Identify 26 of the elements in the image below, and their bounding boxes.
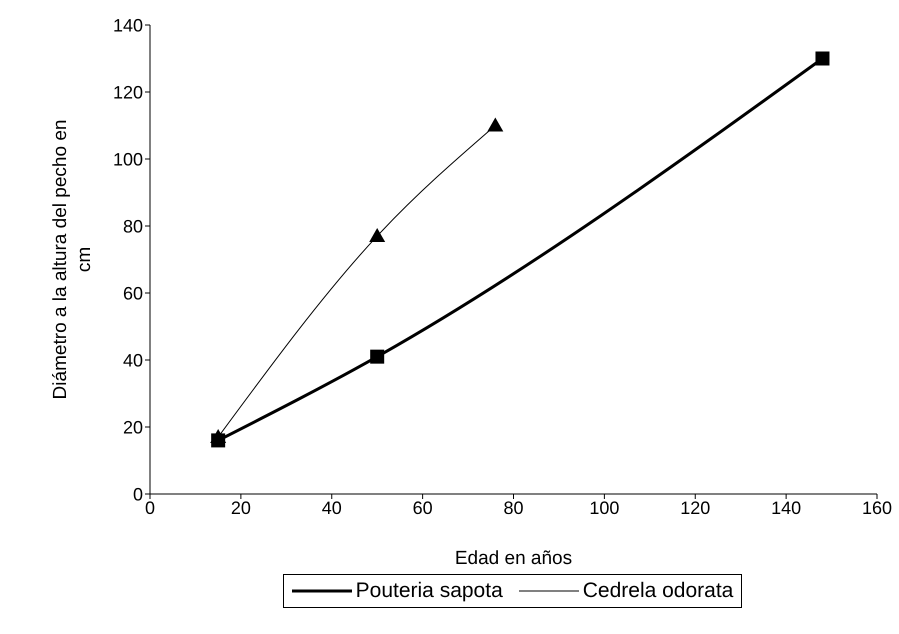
x-tick-label: 120 <box>680 498 710 518</box>
x-tick-label: 20 <box>230 498 251 518</box>
point <box>815 52 830 66</box>
y-tick-label: 120 <box>112 82 143 102</box>
y-tick-label: 80 <box>122 216 143 236</box>
x-axis-title: Edad en años <box>454 548 572 569</box>
x-tick-label: 160 <box>862 498 892 518</box>
point <box>487 118 504 132</box>
y-tick-label: 40 <box>122 350 143 370</box>
x-tick-label: 0 <box>144 498 156 518</box>
point <box>210 429 226 444</box>
x-tick-label: 140 <box>771 498 802 518</box>
legend-label: Cedrela odorata <box>582 579 734 603</box>
x-tick-label: 40 <box>322 498 342 518</box>
x-tick-label: 80 <box>503 498 524 518</box>
x-tick-label: 60 <box>412 498 433 518</box>
y-tick-label: 60 <box>122 283 143 304</box>
point <box>370 350 384 364</box>
y-axis-title: Diámetro a la altura del pecho en cm <box>50 120 95 400</box>
y-tick-label: 20 <box>122 417 143 438</box>
x-tick-label: 100 <box>589 498 620 518</box>
y-tick-label: 0 <box>132 484 143 504</box>
y-tick-label: 100 <box>112 149 143 170</box>
legend-label: Pouteria sapota <box>354 579 503 603</box>
y-tick-label: 140 <box>112 15 143 36</box>
point <box>369 228 386 242</box>
